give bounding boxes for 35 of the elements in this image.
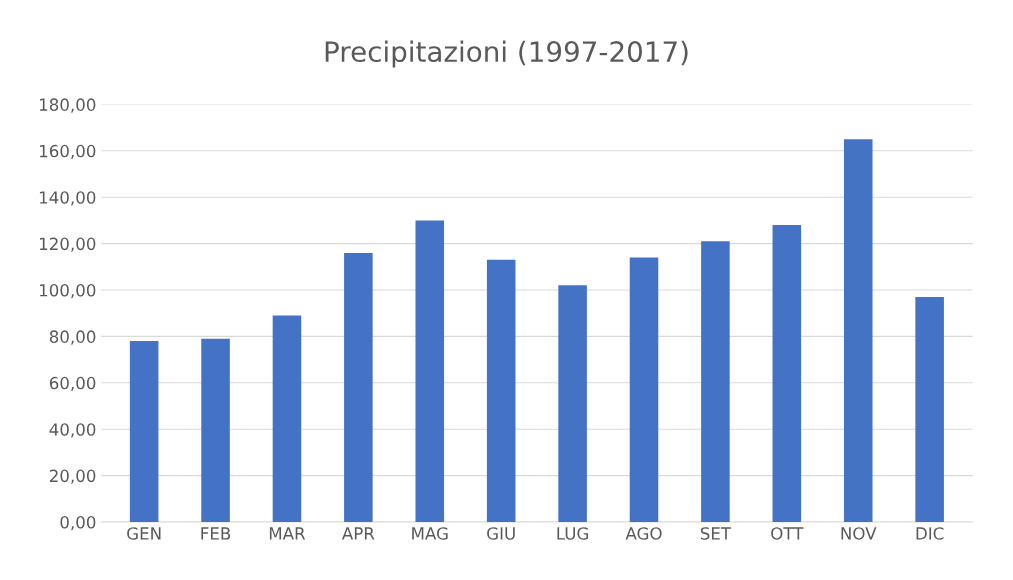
y-tick-label: 40,00: [49, 423, 96, 438]
bar: [129, 341, 159, 522]
x-tick-label: SET: [700, 527, 732, 540]
x-tick-label: GEN: [127, 527, 161, 540]
x-tick-label: LUG: [557, 527, 589, 540]
x-tick-label: FEB: [201, 527, 231, 540]
bar: [558, 285, 587, 522]
y-tick-label: 160,00: [39, 144, 96, 160]
bar: [415, 220, 445, 522]
y-tick-label: 180,00: [39, 98, 96, 113]
bar: [486, 259, 516, 522]
x-tick-label: GIU: [487, 527, 515, 540]
bar: [915, 296, 944, 522]
bar: [272, 315, 302, 522]
y-tick-label: 0,00: [60, 515, 96, 531]
x-tick-label: APR: [341, 527, 375, 540]
bar: [344, 252, 373, 522]
y-tick-label: 80,00: [49, 330, 96, 345]
bar: [843, 139, 873, 522]
y-tick-label: 20,00: [49, 469, 96, 484]
y-tick-label: 140,00: [39, 191, 96, 206]
x-tick-label: MAG: [412, 527, 448, 540]
y-tick-label: 100,00: [39, 283, 96, 299]
x-tick-label: DIC: [916, 527, 944, 540]
x-tick-label: NOV: [841, 527, 877, 540]
bar: [201, 338, 230, 522]
x-tick-label: MAR: [269, 527, 306, 540]
y-tick-label: 60,00: [49, 376, 96, 392]
x-tick-label: OTT: [771, 527, 804, 540]
bar: [772, 225, 802, 522]
bar: [701, 241, 730, 522]
y-tick-label: 120,00: [39, 237, 96, 252]
chart-title: Precipitazioni (1997-2017): [325, 40, 688, 68]
bar: [629, 257, 659, 522]
x-tick-label: AGO: [625, 527, 662, 540]
